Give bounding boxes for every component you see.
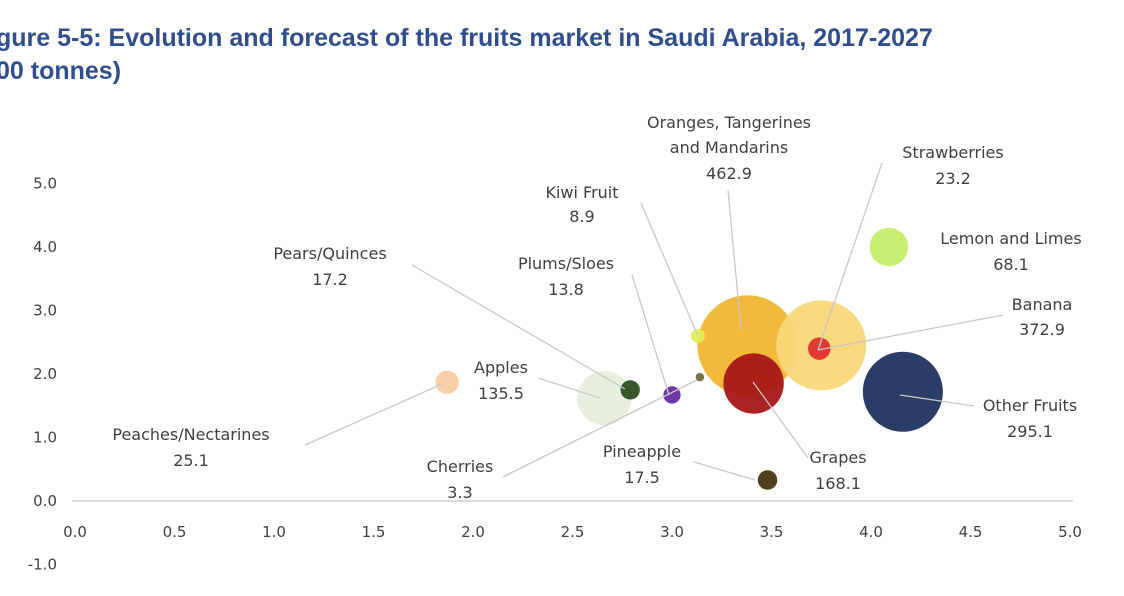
- bubble-strawberries: [808, 337, 831, 360]
- leader-line-oranges-tangerines-and-mandarins: [727, 189, 742, 331]
- leader-line-peaches-nectarines: [304, 383, 443, 446]
- bubble-cherries: [695, 372, 705, 382]
- bubble-value-label: 17.2: [312, 270, 348, 289]
- bubble-value-label: 295.1: [1007, 422, 1053, 441]
- x-tick-label: 3.5: [760, 523, 784, 541]
- x-tick-label: 4.5: [959, 523, 983, 541]
- bubble-name-label: Peaches/Nectarines: [112, 425, 269, 444]
- leader-line-pineapple: [693, 461, 756, 481]
- leader-line-apples: [537, 377, 601, 399]
- x-tick-label: 5.0: [1058, 523, 1082, 541]
- bubble-name-label: and Mandarins: [670, 138, 788, 157]
- leader-line-grapes: [752, 381, 809, 459]
- bubble-value-label: 8.9: [569, 207, 594, 226]
- y-tick-label: 3.0: [33, 302, 57, 320]
- leader-line-plums-sloes: [631, 274, 670, 396]
- chart-title: gure 5-5: Evolution and forecast of the …: [0, 22, 933, 88]
- bubble-name-label: Other Fruits: [983, 396, 1077, 415]
- bubble-lemon-and-limes: [869, 227, 909, 267]
- bubble-value-label: 13.8: [548, 280, 584, 299]
- chart-title-line-1: gure 5-5: Evolution and forecast of the …: [0, 24, 933, 52]
- y-tick-label: 5.0: [33, 175, 57, 193]
- x-tick-label: 0.5: [163, 523, 187, 541]
- bubble-name-label: Oranges, Tangerines: [647, 113, 811, 132]
- bubble-value-label: 168.1: [815, 474, 861, 493]
- bubble-kiwi-fruit: [690, 328, 705, 343]
- x-tick-label: 1.0: [262, 523, 286, 541]
- y-tick-label: 0.0: [33, 492, 57, 510]
- x-tick-label: 1.5: [362, 523, 386, 541]
- bubble-name-label: Lemon and Limes: [940, 229, 1081, 248]
- bubble-labels: Oranges, Tangerines and Mandarins 462.9 Ban…: [112, 113, 1081, 502]
- y-tick-label: 2.0: [33, 365, 57, 383]
- x-tick-label: 2.5: [561, 523, 585, 541]
- bubble-value-label: 462.9: [706, 164, 752, 183]
- bubble-name-label: Plums/Sloes: [518, 254, 614, 273]
- bubble-value-label: 135.5: [478, 384, 524, 403]
- x-tick-label: 2.0: [461, 523, 485, 541]
- bubble-value-label: 3.3: [447, 483, 472, 502]
- bubble-peaches-nectarines: [435, 370, 459, 394]
- bubble-name-label: Grapes: [809, 448, 866, 467]
- leader-line-kiwi-fruit: [640, 202, 698, 335]
- leader-line-other-fruits: [899, 394, 975, 407]
- axes: 0.0 0.5 1.0 1.5 2.0 2.5 3.0 3.5 4.0 4.5 5.0 5.0 4.0 3…: [28, 175, 1082, 574]
- bubble-value-label: 17.5: [624, 468, 660, 487]
- leader-line-banana: [817, 314, 1004, 351]
- bubble-name-label: Kiwi Fruit: [545, 183, 618, 202]
- bubble-value-label: 372.9: [1019, 320, 1065, 339]
- x-tick-label: 0.0: [63, 523, 87, 541]
- bubble-name-label: Pineapple: [603, 442, 681, 461]
- bubble-name-label: Banana: [1012, 295, 1073, 314]
- leader-line-pears-quinces: [411, 264, 626, 390]
- bubble-value-label: 25.1: [173, 451, 209, 470]
- bubble-other-fruits: [862, 351, 943, 432]
- leader-line-cherries: [502, 379, 698, 478]
- bubble-value-label: 68.1: [993, 255, 1029, 274]
- bubble-name-label: Strawberries: [902, 143, 1003, 162]
- x-tick-label: 3.0: [660, 523, 684, 541]
- leader-lines: [304, 162, 1004, 481]
- y-tick-label: 4.0: [33, 238, 57, 256]
- bubble-pears-quinces: [620, 380, 640, 400]
- y-tick-label: 1.0: [33, 429, 57, 447]
- bubble-value-label: 23.2: [935, 169, 971, 188]
- bubbles: [435, 227, 943, 490]
- bubble-pineapple: [757, 470, 778, 490]
- x-tick-label: 4.0: [859, 523, 883, 541]
- chart-title-line-2: 00 tonnes): [0, 57, 122, 85]
- bubble-name-label: Apples: [474, 358, 528, 377]
- leader-line-strawberries: [817, 162, 883, 351]
- bubble-name-label: Cherries: [427, 457, 494, 476]
- y-tick-label: -1.0: [28, 556, 57, 574]
- bubble-name-label: Pears/Quinces: [273, 244, 386, 263]
